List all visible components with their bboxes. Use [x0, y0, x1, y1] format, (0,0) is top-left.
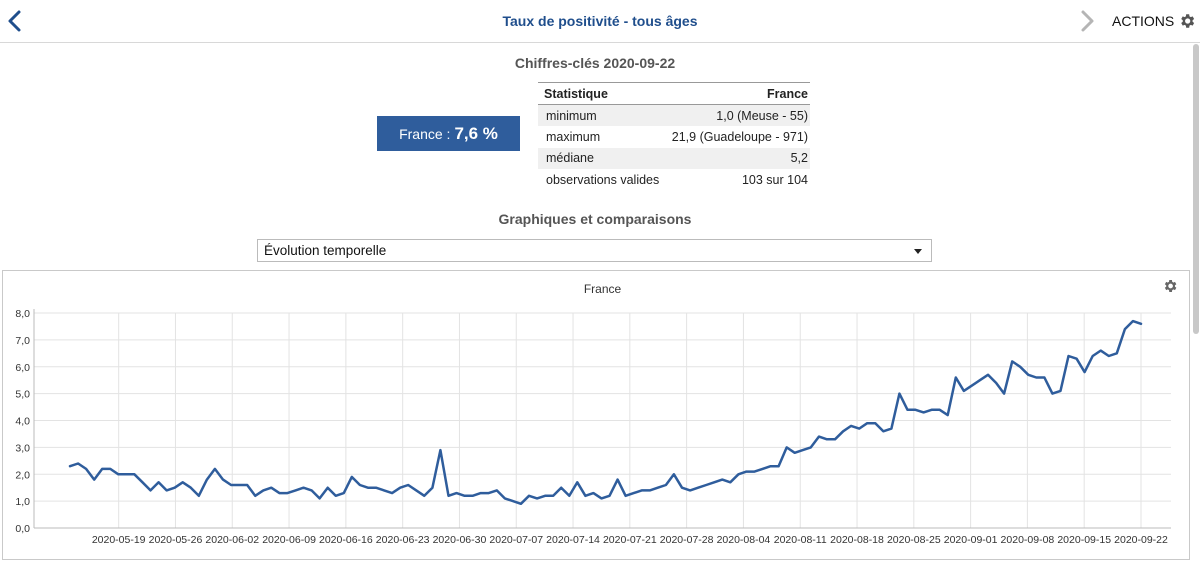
table-row: observations valides 103 sur 104: [538, 169, 810, 191]
table-header-france: France: [662, 82, 810, 105]
x-tick-label: 2020-06-02: [205, 534, 259, 546]
x-tick-label: 2020-07-28: [660, 534, 714, 546]
y-tick-label: 8,0: [15, 308, 30, 320]
key-figures-title: Chiffres-clés 2020-09-22: [514, 55, 676, 71]
y-tick-label: 3,0: [15, 442, 30, 454]
france-value: 7,6 %: [454, 123, 498, 143]
x-tick-label: 2020-08-18: [830, 534, 884, 546]
x-tick-label: 2020-08-04: [717, 534, 771, 546]
table-cell: 103 sur 104: [741, 172, 808, 187]
line-chart: France 0,0 1,0 2,0 3,0 4,0 5,0 6,0 7,0 8,0 2020-05…: [15, 282, 1171, 546]
x-tick-label: 2020-09-22: [1114, 534, 1168, 546]
x-tick-label: 2020-09-01: [944, 534, 998, 546]
chart-settings-gear-icon[interactable]: [1162, 278, 1178, 299]
y-tick-label: 2,0: [15, 469, 30, 481]
series-line-france: [68, 319, 1143, 506]
x-tick-label: 2020-08-11: [774, 534, 827, 546]
table-cell: maximum: [546, 129, 601, 144]
table-row: minimum 1,0 (Meuse - 55): [538, 104, 810, 126]
y-tick-label: 7,0: [15, 335, 30, 347]
table-cell: 1,0 (Meuse - 55): [662, 104, 810, 126]
graph-type-select[interactable]: Évolution temporelle: [257, 239, 932, 262]
x-tick-label: 2020-07-07: [489, 534, 543, 546]
graph-type-selected-value: Évolution temporelle: [264, 243, 387, 258]
x-tick-label: 2020-06-09: [262, 534, 316, 546]
top-bar: Taux de positivité - tous âges ACTIONS: [0, 0, 1200, 43]
back-chevron-icon[interactable]: [4, 8, 26, 34]
france-value-badge: France : 7,6 %: [377, 116, 520, 151]
table-cell: médiane: [538, 147, 663, 169]
page-title: Taux de positivité - tous âges: [502, 13, 698, 29]
y-tick-label: 0,0: [15, 523, 30, 535]
y-tick-label: 6,0: [15, 362, 30, 374]
actions-label: ACTIONS: [1112, 13, 1175, 29]
x-tick-label: 2020-08-25: [887, 534, 941, 546]
x-tick-label: 2020-05-26: [149, 534, 203, 546]
page-scrollbar[interactable]: [1193, 44, 1199, 334]
x-tick-label: 2020-09-15: [1057, 534, 1111, 546]
table-cell: 5,2: [662, 147, 810, 169]
y-tick-label: 1,0: [15, 496, 30, 508]
forward-chevron-icon[interactable]: [1076, 8, 1098, 34]
x-tick-label: 2020-06-23: [376, 534, 430, 546]
table-row: maximum 21,9 (Guadeloupe - 971): [538, 126, 810, 148]
x-tick-label: 2020-07-14: [546, 534, 600, 546]
table-header-statistique: Statistique: [538, 82, 663, 105]
chart-panel: France 0,0 1,0 2,0 3,0 4,0 5,0 6,0 7,0 8,0 2020-05…: [2, 270, 1190, 560]
gear-icon: [1181, 14, 1195, 28]
table-cell: minimum: [538, 104, 663, 126]
x-tick-label: 2020-09-08: [1001, 534, 1055, 546]
x-tick-label: 2020-06-16: [319, 534, 373, 546]
x-tick-label: 2020-07-21: [603, 534, 657, 546]
table-cell: observations valides: [546, 172, 660, 187]
x-tick-label: 2020-05-19: [92, 534, 146, 546]
france-label: France :: [399, 125, 451, 142]
x-tick-label: 2020-06-30: [433, 534, 487, 546]
key-figures-table: Statistique France minimum 1,0 (Meuse - …: [538, 82, 810, 191]
table-row: médiane 5,2: [538, 147, 810, 169]
y-tick-label: 5,0: [15, 389, 30, 401]
actions-menu-button[interactable]: ACTIONS: [1112, 12, 1196, 30]
table-cell: 21,9 (Guadeloupe - 971): [671, 129, 808, 144]
graphs-section-title: Graphiques et comparaisons: [498, 211, 692, 227]
chevron-down-icon: [914, 249, 922, 254]
y-tick-label: 4,0: [15, 416, 30, 428]
chart-title: France: [584, 282, 622, 296]
